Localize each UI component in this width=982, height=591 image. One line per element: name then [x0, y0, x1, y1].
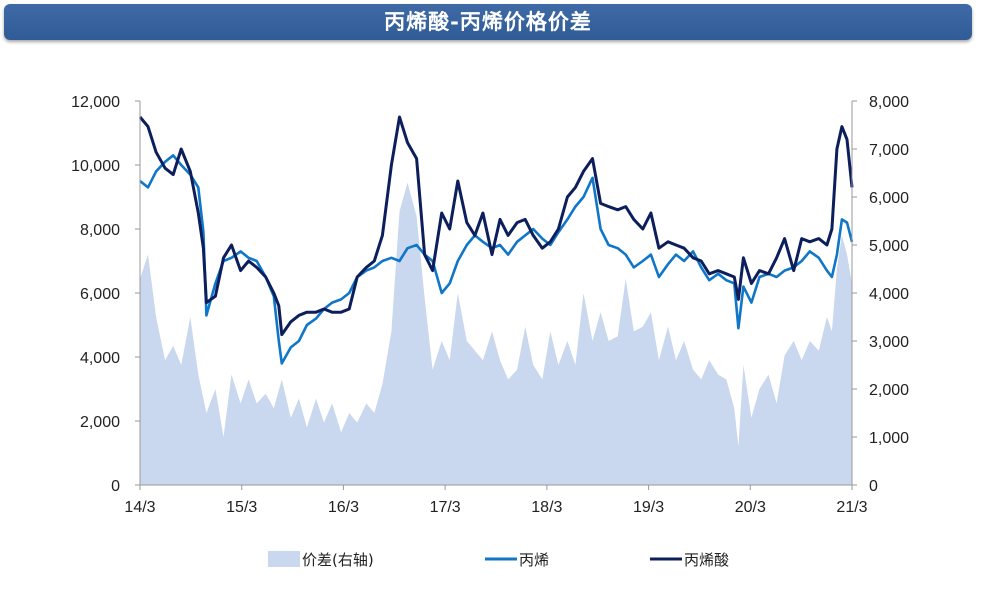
left-tick-label: 2,000 [80, 414, 120, 431]
legend-label: 丙烯 [519, 551, 549, 569]
x-tick-label: 21/3 [836, 499, 867, 516]
legend-label: 丙烯酸 [684, 551, 729, 569]
x-tick-label: 18/3 [531, 499, 562, 516]
x-tick-label: 19/3 [633, 499, 664, 516]
chart-title: 丙烯酸-丙烯价格价差 [4, 4, 972, 40]
left-tick-label: 12,000 [71, 94, 120, 111]
right-tick-label: 0 [869, 478, 878, 495]
legend-swatch-spread [268, 551, 300, 567]
left-tick-label: 4,000 [80, 350, 120, 367]
right-tick-label: 5,000 [869, 238, 909, 255]
right-tick-label: 8,000 [869, 94, 909, 111]
series-area-spread [140, 182, 852, 485]
right-tick-label: 6,000 [869, 190, 909, 207]
x-tick-label: 16/3 [328, 499, 359, 516]
x-tick-label: 20/3 [735, 499, 766, 516]
x-tick-label: 17/3 [430, 499, 461, 516]
right-tick-label: 7,000 [869, 142, 909, 159]
right-tick-label: 1,000 [869, 430, 909, 447]
right-tick-label: 2,000 [869, 382, 909, 399]
left-tick-label: 10,000 [71, 158, 120, 175]
series-line-acrylic-acid [138, 115, 854, 337]
series-line-propylene [139, 154, 854, 365]
left-tick-label: 6,000 [80, 286, 120, 303]
legend-label: 价差(右轴) [302, 551, 374, 569]
left-tick-label: 0 [111, 478, 120, 495]
right-tick-label: 4,000 [869, 286, 909, 303]
x-tick-label: 14/3 [124, 499, 155, 516]
left-tick-label: 8,000 [80, 222, 120, 239]
x-tick-label: 15/3 [226, 499, 257, 516]
right-tick-label: 3,000 [869, 334, 909, 351]
